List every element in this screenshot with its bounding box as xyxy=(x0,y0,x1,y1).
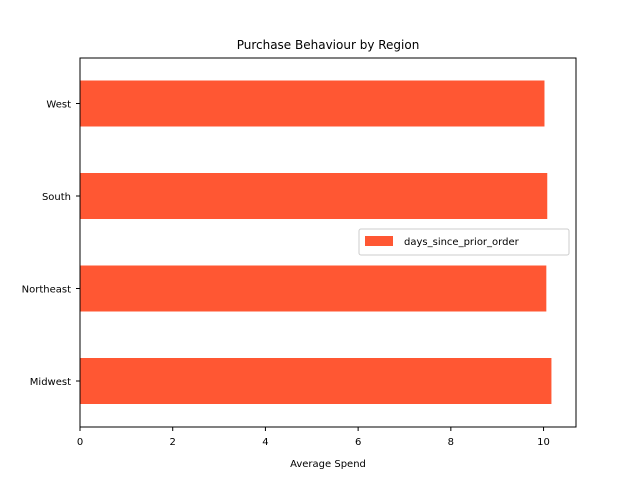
x-tick-label: 2 xyxy=(170,437,176,448)
legend: days_since_prior_order xyxy=(358,228,570,256)
x-axis-label: Average Spend xyxy=(290,459,366,470)
y-tick-label: Midwest xyxy=(30,377,71,388)
y-tick-label: South xyxy=(42,192,71,203)
bar-northeast xyxy=(80,265,547,312)
bar-south xyxy=(80,173,548,219)
x-axis-ticks: 0 2 4 6 8 10 xyxy=(77,427,550,448)
x-tick-label: 6 xyxy=(355,437,361,448)
x-tick-label: 4 xyxy=(262,437,268,448)
legend-swatch xyxy=(365,236,393,246)
legend-label: days_since_prior_order xyxy=(404,237,520,248)
y-axis-ticks: Midwest Northeast South West xyxy=(22,100,80,388)
legend-box xyxy=(358,228,570,256)
x-tick-label: 10 xyxy=(537,437,550,448)
bars-group xyxy=(80,80,552,404)
x-tick-label: 8 xyxy=(448,437,454,448)
bar-midwest xyxy=(80,358,552,404)
y-tick-label: Northeast xyxy=(22,285,71,296)
y-tick-label: West xyxy=(46,100,71,111)
x-tick-label: 0 xyxy=(77,437,83,448)
bar-west xyxy=(80,80,545,127)
chart-title: Purchase Behaviour by Region xyxy=(237,38,420,52)
plot-area-frame xyxy=(79,57,577,428)
